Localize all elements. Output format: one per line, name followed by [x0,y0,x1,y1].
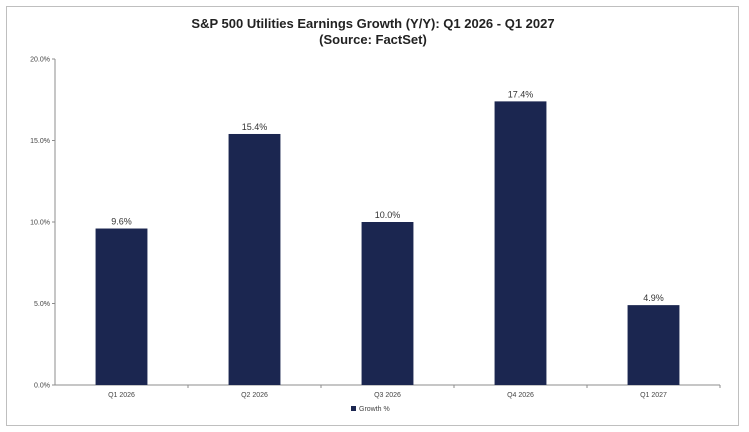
data-label: 15.4% [242,122,268,132]
bar [228,133,281,385]
x-category-label: Q3 2026 [374,392,401,399]
bar [627,305,680,385]
bar [361,222,414,385]
chart-title: S&P 500 Utilities Earnings Growth (Y/Y):… [191,16,554,31]
bar-chart: S&P 500 Utilities Earnings Growth (Y/Y):… [30,16,721,413]
x-category-label: Q1 2026 [108,392,135,399]
bar [95,228,148,385]
data-label: 9.6% [111,217,132,227]
y-tick-label: 0.0% [34,383,50,390]
data-label: 10.0% [375,210,401,220]
y-tick-label: 20.0% [30,57,50,64]
legend-swatch [351,406,356,411]
x-category-label: Q2 2026 [241,392,268,399]
y-tick-label: 15.0% [30,138,50,145]
legend-label: Growth % [359,406,390,413]
y-tick-label: 10.0% [30,220,50,227]
chart-subtitle: (Source: FactSet) [319,32,427,47]
data-label: 4.9% [643,293,664,303]
x-category-label: Q1 2027 [640,392,667,399]
chart-frame: S&P 500 Utilities Earnings Growth (Y/Y):… [6,6,739,426]
bar [494,101,547,385]
x-category-label: Q4 2026 [507,392,534,399]
data-label: 17.4% [508,89,534,99]
y-tick-label: 5.0% [34,301,50,308]
